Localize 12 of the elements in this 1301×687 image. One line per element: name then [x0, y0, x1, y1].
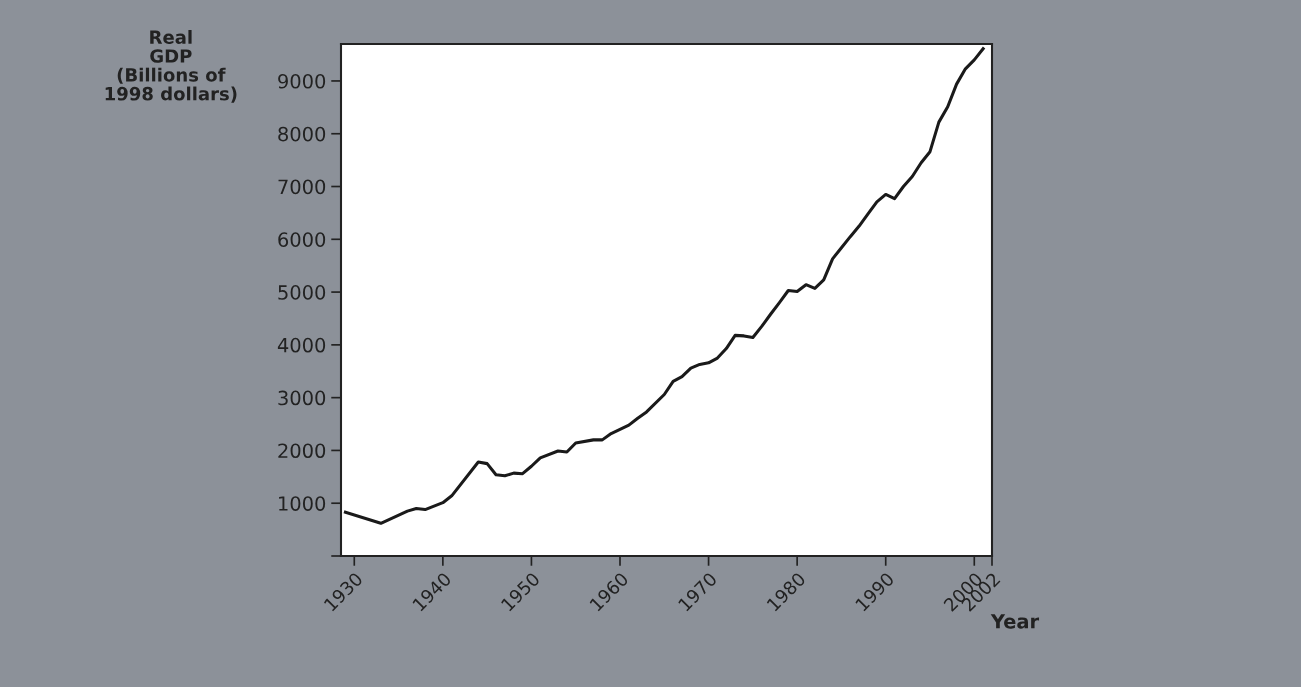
y-tick-label: 4000	[277, 337, 326, 353]
y-tick-label: 7000	[278, 179, 326, 195]
y-tick-label: 6000	[278, 232, 326, 247]
line-series	[343, 47, 985, 525]
y-tick-label: 8000	[278, 126, 326, 142]
x-axis-title: Year	[990, 614, 1040, 629]
y-tick-label: 2000	[278, 443, 326, 459]
y-tick-label: 5000	[278, 285, 326, 300]
y-tick-label: 9000	[278, 73, 326, 89]
y-axis-title: Real GDP (Billions of 1998 dollars)	[105, 30, 237, 103]
y-tick-label: 1000	[279, 496, 326, 511]
y-tick-label: 3000	[278, 390, 326, 406]
